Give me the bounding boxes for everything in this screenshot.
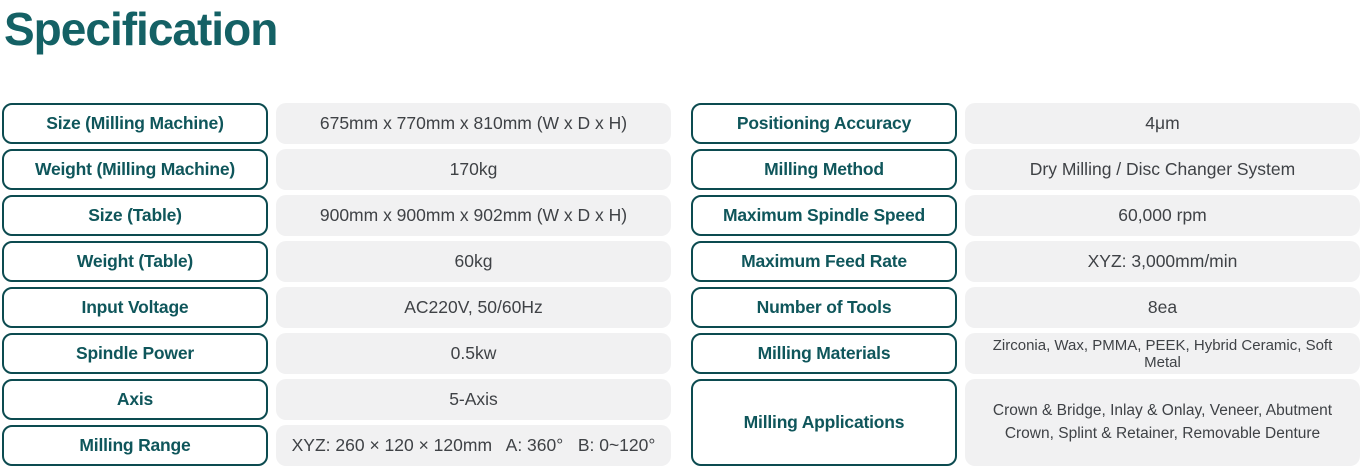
- spec-value: 60kg: [276, 241, 671, 282]
- spec-value: 5-Axis: [276, 379, 671, 420]
- spec-label: Milling Range: [2, 425, 268, 466]
- spec-value: Zirconia, Wax, PMMA, PEEK, Hybrid Cerami…: [965, 333, 1360, 374]
- spec-label: Milling Method: [691, 149, 957, 190]
- spec-label: Input Voltage: [2, 287, 268, 328]
- spec-value: 675mm x 770mm x 810mm (W x D x H): [276, 103, 671, 144]
- spec-label: Number of Tools: [691, 287, 957, 328]
- spec-table: Size (Milling Machine) 675mm x 770mm x 8…: [2, 103, 1360, 466]
- spec-label: Weight (Table): [2, 241, 268, 282]
- page-title: Specification: [4, 3, 278, 55]
- spec-row: Number of Tools 8ea: [691, 287, 1360, 328]
- spec-label: Milling Materials: [691, 333, 957, 374]
- spec-row: Milling Applications Crown & Bridge, Inl…: [691, 379, 1360, 466]
- spec-row: Milling Range XYZ: 260 × 120 × 120mm A: …: [2, 425, 671, 466]
- spec-label: Maximum Feed Rate: [691, 241, 957, 282]
- spec-row: Spindle Power 0.5kw: [2, 333, 671, 374]
- spec-value: 900mm x 900mm x 902mm (W x D x H): [276, 195, 671, 236]
- spec-value: 60,000 rpm: [965, 195, 1360, 236]
- spec-label: Axis: [2, 379, 268, 420]
- spec-value: 0.5kw: [276, 333, 671, 374]
- spec-row: Input Voltage AC220V, 50/60Hz: [2, 287, 671, 328]
- spec-value: 8ea: [965, 287, 1360, 328]
- spec-column-right: Positioning Accuracy 4μm Milling Method …: [691, 103, 1360, 466]
- spec-value: XYZ: 260 × 120 × 120mm A: 360° B: 0~120°: [276, 425, 671, 466]
- spec-label: Weight (Milling Machine): [2, 149, 268, 190]
- spec-row: Positioning Accuracy 4μm: [691, 103, 1360, 144]
- spec-label: Milling Applications: [691, 379, 957, 466]
- spec-label: Size (Table): [2, 195, 268, 236]
- spec-value: Crown & Bridge, Inlay & Onlay, Veneer, A…: [965, 379, 1360, 466]
- spec-column-left: Size (Milling Machine) 675mm x 770mm x 8…: [2, 103, 671, 466]
- spec-row: Size (Milling Machine) 675mm x 770mm x 8…: [2, 103, 671, 144]
- spec-value: Dry Milling / Disc Changer System: [965, 149, 1360, 190]
- spec-value: XYZ: 3,000mm/min: [965, 241, 1360, 282]
- spec-row: Milling Materials Zirconia, Wax, PMMA, P…: [691, 333, 1360, 374]
- spec-label: Size (Milling Machine): [2, 103, 268, 144]
- spec-row: Axis 5-Axis: [2, 379, 671, 420]
- spec-value: 170kg: [276, 149, 671, 190]
- spec-row: Weight (Milling Machine) 170kg: [2, 149, 671, 190]
- spec-value: AC220V, 50/60Hz: [276, 287, 671, 328]
- spec-row: Maximum Spindle Speed 60,000 rpm: [691, 195, 1360, 236]
- spec-label: Maximum Spindle Speed: [691, 195, 957, 236]
- spec-row: Size (Table) 900mm x 900mm x 902mm (W x …: [2, 195, 671, 236]
- spec-row: Milling Method Dry Milling / Disc Change…: [691, 149, 1360, 190]
- spec-row: Weight (Table) 60kg: [2, 241, 671, 282]
- spec-label: Positioning Accuracy: [691, 103, 957, 144]
- spec-label: Spindle Power: [2, 333, 268, 374]
- spec-row: Maximum Feed Rate XYZ: 3,000mm/min: [691, 241, 1360, 282]
- spec-value: 4μm: [965, 103, 1360, 144]
